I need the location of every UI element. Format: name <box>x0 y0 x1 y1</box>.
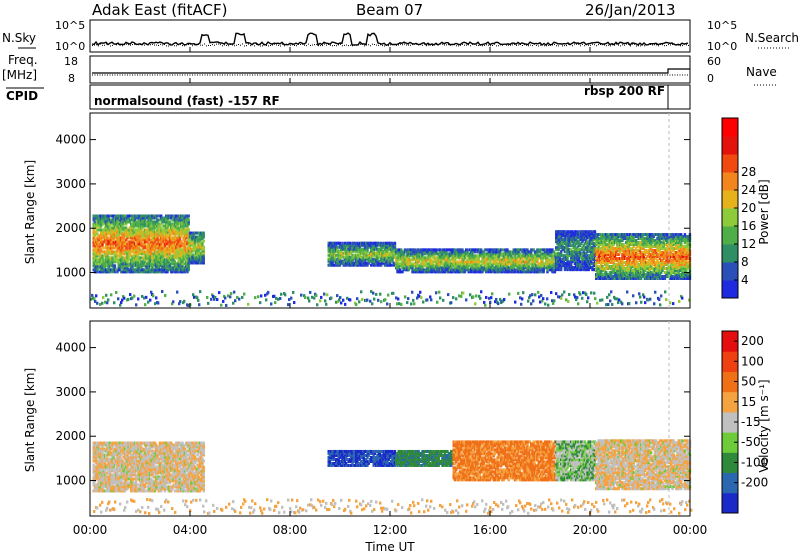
data-cell <box>501 248 503 251</box>
power-data-layer <box>90 214 691 306</box>
data-cell <box>626 233 628 236</box>
data-cell <box>188 214 190 217</box>
nsearch-tick-low: 10^0 <box>707 40 737 53</box>
data-cell <box>156 214 158 217</box>
data-cell <box>585 230 587 233</box>
nave-tick-low: 0 <box>707 72 714 85</box>
data-cell <box>188 218 190 221</box>
data-cell <box>570 244 572 247</box>
data-cell <box>645 249 647 252</box>
data-cell <box>158 218 160 221</box>
data-cell <box>114 264 116 267</box>
data-cell <box>96 214 98 217</box>
cpid-right-program: rbsp 200 RF <box>584 84 665 98</box>
data-cell <box>339 242 341 245</box>
data-cell <box>658 261 660 264</box>
data-cell <box>135 214 137 217</box>
nsky-axis-label: N.Sky <box>2 31 36 45</box>
data-cell <box>360 248 362 251</box>
data-cell <box>93 214 95 217</box>
data-cell <box>509 250 511 253</box>
data-cell <box>390 264 392 267</box>
data-cell <box>435 248 437 251</box>
beam-label: Beam 07 <box>356 1 423 19</box>
nsky-tick-high: 10^5 <box>55 19 85 32</box>
data-cell <box>188 264 190 267</box>
freq-axis-label: Freq. <box>8 53 38 67</box>
freq-tick-low: 8 <box>68 72 75 85</box>
nsearch-series-dots <box>92 44 689 46</box>
freq-nave-panel: Freq. [MHz] 18 8 60 0 Nave <box>2 53 777 85</box>
nave-tick-high: 60 <box>707 55 721 68</box>
data-cell <box>203 240 205 243</box>
date-label: 26/Jan/2013 <box>585 1 676 19</box>
nsearch-axis-label: N.Search <box>745 31 799 45</box>
data-cell <box>141 242 143 245</box>
freq-axis-unit: [MHz] <box>2 68 37 82</box>
nave-axis-label: Nave <box>746 65 777 79</box>
data-cell <box>140 256 142 259</box>
data-cell <box>514 268 516 271</box>
nsky-series-line <box>92 33 688 45</box>
nsky-tick-low: 10^0 <box>55 40 85 53</box>
data-cell <box>203 246 205 249</box>
cpid-axis-label: CPID <box>6 89 38 103</box>
data-cell <box>188 228 190 231</box>
data-cell <box>203 232 205 235</box>
data-cell <box>113 246 115 249</box>
cpid-left-program: normalsound (fast) -157 RF <box>94 94 280 108</box>
data-cell <box>108 214 110 217</box>
data-cell <box>594 230 596 233</box>
data-cell <box>349 242 351 245</box>
data-cell <box>579 260 581 263</box>
freq-tick-high: 18 <box>64 55 78 68</box>
data-cell <box>466 248 468 251</box>
nsky-nsearch-panel: N.Sky 10^5 10^0 10^5 10^0 N.Search <box>2 19 799 53</box>
data-cell <box>635 239 637 242</box>
data-cell <box>601 273 603 276</box>
data-cell <box>100 228 102 231</box>
data-cell <box>395 248 397 251</box>
data-cell <box>336 246 338 249</box>
freq-series-line <box>92 69 690 73</box>
nsearch-tick-high: 10^5 <box>707 19 737 32</box>
data-cell <box>394 242 396 245</box>
data-cell <box>103 246 105 249</box>
data-cell <box>568 230 570 233</box>
data-cell <box>169 220 171 223</box>
data-cell <box>101 254 103 257</box>
cpid-panel: CPID normalsound (fast) -157 RF rbsp 200… <box>6 84 690 109</box>
data-cell <box>529 262 531 265</box>
data-cell <box>106 236 108 239</box>
data-cell <box>554 252 556 255</box>
radar-title: Adak East (fitACF) <box>92 1 227 19</box>
data-cell <box>161 244 163 247</box>
